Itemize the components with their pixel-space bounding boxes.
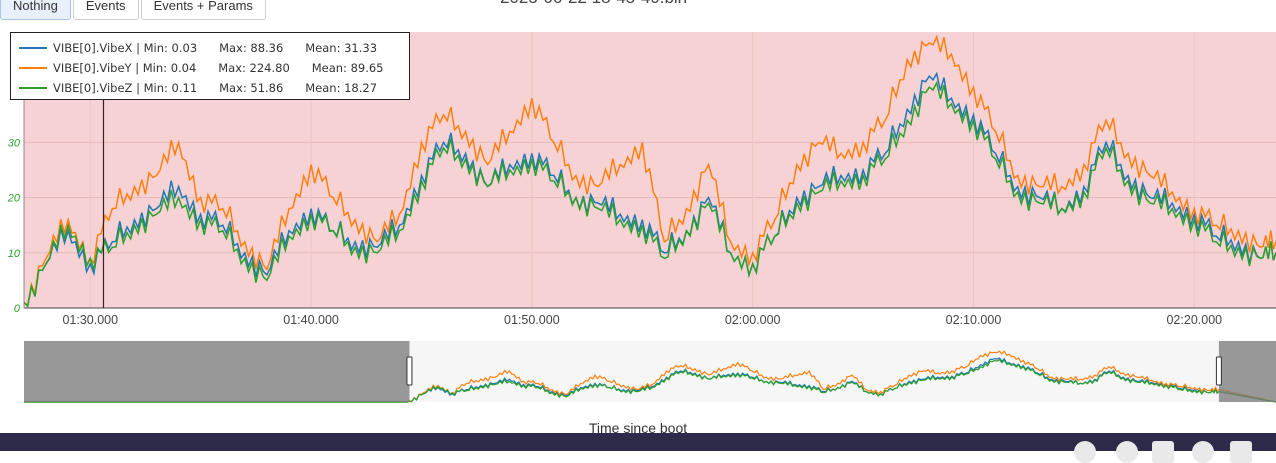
chart-title: 2025-06-22 18-45-40.bin <box>500 0 687 8</box>
range-mask-right <box>1218 341 1276 402</box>
x-tick-label: 02:20.000 <box>1166 313 1222 327</box>
download-icon[interactable] <box>1230 441 1252 463</box>
range-series-line <box>24 350 1276 403</box>
legend-item-vibex[interactable]: VIBE[0].VibeX | Min: 0.03 Max: 88.36 Mea… <box>11 38 409 58</box>
toolbar-icon[interactable] <box>1152 441 1174 463</box>
globe-icon[interactable] <box>1116 441 1138 463</box>
y-tick-label: 0 <box>14 303 21 315</box>
x-axis-title: Time since boot <box>588 420 688 436</box>
tab-events[interactable]: Events <box>72 0 139 20</box>
legend-item-vibez[interactable]: VIBE[0].VibeZ | Min: 0.11 Max: 51.86 Mea… <box>11 78 409 98</box>
range-handle-right[interactable] <box>1215 356 1222 386</box>
help-icon[interactable] <box>1192 441 1214 463</box>
x-tick-label: 02:10.000 <box>946 313 1002 327</box>
series-line-vibevibey <box>23 34 1276 307</box>
legend-swatch-vibez <box>19 87 47 89</box>
x-tick-label: 01:50.000 <box>504 313 560 327</box>
range-series-line <box>24 358 1276 403</box>
search-icon[interactable] <box>1074 441 1096 463</box>
x-tick-label: 01:40.000 <box>283 313 339 327</box>
legend-swatch-vibey <box>19 67 47 69</box>
footer-toolbar <box>0 433 1276 463</box>
legend-swatch-vibex <box>19 47 47 49</box>
series-line-vibevibez <box>23 80 1276 308</box>
legend-label-vibez: VIBE[0].VibeZ | Min: 0.11 Max: 51.86 Mea… <box>53 81 378 95</box>
x-tick-label: 02:00.000 <box>725 313 781 327</box>
tab-nothing[interactable]: Nothing <box>0 0 71 20</box>
legend-item-vibey[interactable]: VIBE[0].VibeY | Min: 0.04 Max: 224.80 Me… <box>11 58 409 78</box>
range-slider[interactable] <box>24 341 1276 403</box>
x-tick-label: 01:30.000 <box>62 313 118 327</box>
range-mask-left <box>24 341 410 402</box>
view-tabs: Nothing Events Events + Params <box>0 0 266 20</box>
legend-label-vibey: VIBE[0].VibeY | Min: 0.04 Max: 224.80 Me… <box>53 61 384 75</box>
range-handle-left[interactable] <box>406 356 413 386</box>
y-tick-label: 30 <box>8 137 21 149</box>
legend-label-vibex: VIBE[0].VibeX | Min: 0.03 Max: 88.36 Mea… <box>53 41 378 55</box>
y-tick-label: 10 <box>8 248 21 260</box>
y-tick-label: 20 <box>7 193 21 205</box>
legend: VIBE[0].VibeX | Min: 0.03 Max: 88.36 Mea… <box>10 32 410 100</box>
tab-events-params[interactable]: Events + Params <box>140 0 266 20</box>
series-layer <box>23 34 1276 308</box>
